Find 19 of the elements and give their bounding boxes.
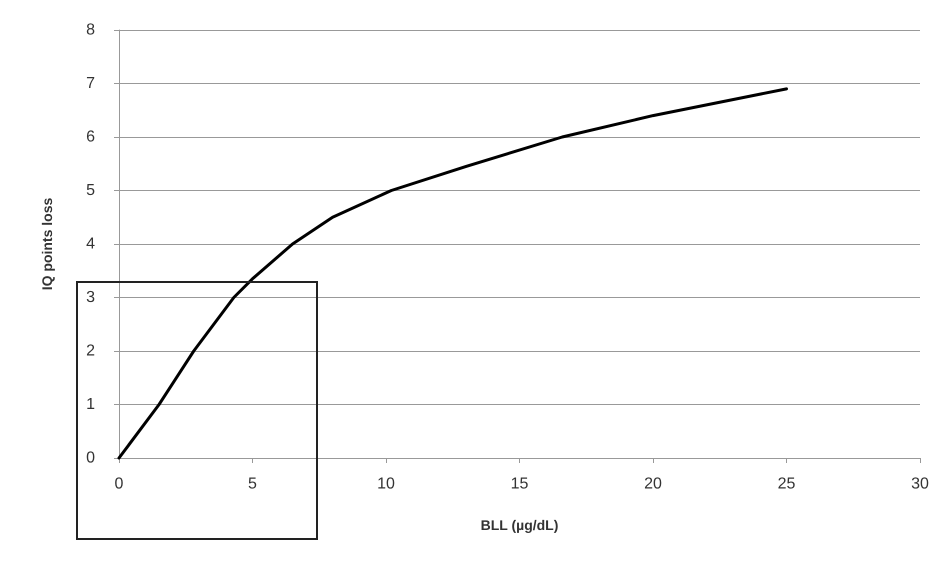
y-tick-label: 1	[86, 396, 96, 413]
x-tick-label: 5	[248, 476, 258, 492]
y-tick-label: 2	[86, 342, 96, 360]
x-tick-label: 15	[510, 476, 528, 492]
line-series	[118, 87, 788, 460]
y-tick-label: 4	[86, 236, 96, 252]
x-tick-label: 25	[778, 476, 796, 492]
x-tick-label: 30	[911, 476, 929, 492]
y-tick-label: 5	[86, 182, 96, 199]
x-tick-label: 20	[644, 476, 662, 492]
y-tick-label: 0	[86, 450, 96, 466]
y-tick-label: 7	[86, 75, 96, 92]
y-tick-label: 3	[86, 289, 96, 306]
y-tick-label: 6	[86, 128, 96, 146]
y-tick-label: 8	[86, 22, 96, 38]
y-axis-title: IQ points loss	[39, 198, 55, 290]
x-axis-title: BLL (µg/dL)	[480, 517, 558, 533]
x-tick-label: 0	[114, 476, 124, 492]
x-tick-label: 10	[377, 476, 395, 492]
